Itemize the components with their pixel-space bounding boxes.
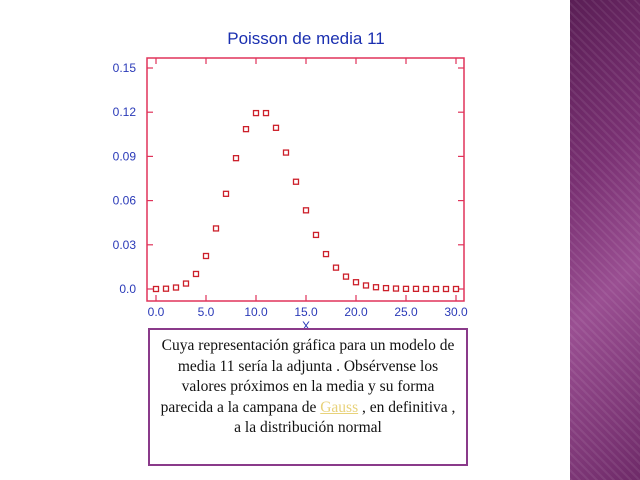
- y-tick-label: 0.15: [113, 61, 137, 75]
- data-point: [312, 231, 320, 239]
- x-axis-label: X: [302, 319, 310, 330]
- x-tick-label: 0.0: [148, 305, 165, 319]
- data-point: [262, 109, 270, 117]
- y-tick-label: 0.09: [113, 149, 137, 163]
- x-tick-label: 10.0: [244, 305, 268, 319]
- x-tick-label: 30.0: [444, 305, 468, 319]
- data-point: [342, 273, 350, 280]
- data-point: [322, 250, 330, 258]
- data-point: [392, 285, 400, 292]
- data-point: [422, 285, 430, 293]
- data-point: [162, 285, 170, 292]
- data-point: [452, 285, 460, 293]
- data-point: [152, 285, 160, 293]
- chart-title: Poisson de media 11: [227, 29, 385, 48]
- data-point: [242, 125, 250, 133]
- data-point: [432, 285, 440, 293]
- data-point: [382, 284, 390, 292]
- data-point: [442, 285, 450, 293]
- y-tick-label: 0.12: [113, 105, 137, 119]
- data-point: [352, 279, 360, 286]
- data-point: [222, 190, 230, 197]
- data-point: [302, 207, 310, 214]
- y-tick-label: 0.06: [113, 194, 137, 208]
- data-points: [152, 109, 460, 293]
- data-point: [372, 284, 380, 291]
- data-point: [192, 270, 200, 278]
- x-tick-label: 5.0: [198, 305, 215, 319]
- gauss-link[interactable]: Gauss: [320, 398, 359, 416]
- data-point: [272, 124, 280, 131]
- data-point: [252, 109, 260, 117]
- data-point: [292, 178, 300, 185]
- data-point: [362, 282, 370, 289]
- data-point: [412, 285, 420, 293]
- data-point: [182, 280, 190, 287]
- data-point: [202, 252, 210, 260]
- x-tick-label: 20.0: [344, 305, 368, 319]
- caption-text-start: Cuya representación gráfica para un mode…: [160, 337, 455, 416]
- x-tick-label: 15.0: [294, 305, 318, 319]
- y-tick-label: 0.03: [113, 238, 137, 252]
- sidebar-texture: [570, 0, 640, 480]
- x-tick-label: 25.0: [394, 305, 418, 319]
- data-point: [402, 285, 410, 293]
- caption-box: Cuya representación gráfica para un mode…: [148, 328, 468, 466]
- caption-text-end: , en definitiva , a la distribución norm…: [234, 398, 456, 437]
- y-tick-label: 0.0: [119, 282, 136, 296]
- data-point: [212, 225, 220, 232]
- data-point: [332, 264, 340, 271]
- data-point: [282, 149, 290, 156]
- poisson-chart: Poisson de media 11 0.00.030.060.090.120…: [113, 29, 468, 330]
- y-axis: 0.0 0.03 0.06 0.09 0.12 0.15: [113, 61, 464, 296]
- data-point: [232, 155, 240, 162]
- plot-frame: [146, 57, 465, 302]
- x-axis: 0.0 5.0 10.0 15.0 20.0 25.0 30.0: [148, 58, 468, 319]
- decorative-sidebar: [570, 0, 640, 480]
- data-point: [172, 284, 180, 291]
